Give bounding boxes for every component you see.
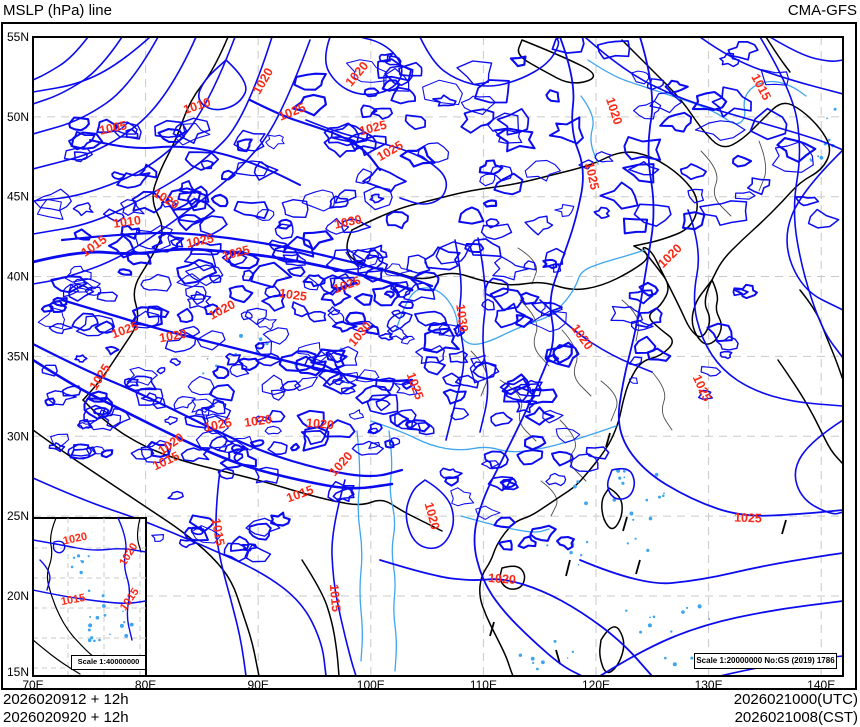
svg-text:35N: 35N xyxy=(7,349,29,363)
map-frame xyxy=(32,36,844,677)
svg-text:30N: 30N xyxy=(7,429,29,443)
svg-text:140E: 140E xyxy=(807,678,835,692)
svg-text:1020: 1020 xyxy=(306,416,335,432)
svg-text:20N: 20N xyxy=(7,589,29,603)
island-dots xyxy=(202,107,837,671)
svg-text:90E: 90E xyxy=(248,678,269,692)
svg-text:110E: 110E xyxy=(470,678,497,692)
svg-text:1025: 1025 xyxy=(278,286,308,304)
svg-text:45N: 45N xyxy=(7,190,29,204)
svg-text:130E: 130E xyxy=(695,678,723,692)
init-time-cst: 2026020920 + 12h xyxy=(3,709,129,726)
valid-time-utc: 2026021000(UTC) xyxy=(733,691,858,708)
svg-text:40N: 40N xyxy=(7,270,29,284)
svg-text:1025: 1025 xyxy=(221,243,252,264)
page-title: MSLP (hPa) line xyxy=(3,2,112,19)
svg-text:1025: 1025 xyxy=(582,161,601,191)
svg-text:1020: 1020 xyxy=(488,571,517,587)
svg-text:1020: 1020 xyxy=(422,501,443,532)
svg-text:1010: 1010 xyxy=(112,213,142,231)
valid-time-cst: 2026021008(CST) xyxy=(734,709,858,726)
svg-text:1005: 1005 xyxy=(98,118,128,137)
svg-text:1030: 1030 xyxy=(333,212,363,231)
svg-text:55N: 55N xyxy=(7,30,29,44)
svg-text:50N: 50N xyxy=(7,110,29,124)
isobar-contours xyxy=(33,37,843,676)
svg-text:1015: 1015 xyxy=(60,592,86,608)
inset-scale-label: Scale 1:40000000 xyxy=(71,655,146,670)
svg-text:100E: 100E xyxy=(357,678,385,692)
svg-text:25N: 25N xyxy=(7,509,29,523)
svg-text:1025: 1025 xyxy=(185,231,215,250)
svg-text:1020: 1020 xyxy=(243,412,273,430)
map-scale-label: Scale 1:20000000 No:GS (2019) 1786 xyxy=(694,653,837,669)
province-borders xyxy=(470,140,767,517)
svg-text:1030: 1030 xyxy=(453,303,471,333)
svg-text:1025: 1025 xyxy=(358,118,389,139)
svg-text:15N: 15N xyxy=(7,665,29,679)
init-time-utc: 2026020912 + 12h xyxy=(3,691,129,708)
svg-text:70E: 70E xyxy=(22,678,43,692)
map-layers: 1005 1010 1020 1025 1020 1025 1025 1020 1015 1025… xyxy=(33,37,843,676)
svg-text:1015: 1015 xyxy=(209,517,228,547)
svg-text:1015: 1015 xyxy=(327,584,343,613)
svg-text:120E: 120E xyxy=(582,678,610,692)
model-name: CMA-GFS xyxy=(787,2,857,19)
svg-text:1025: 1025 xyxy=(203,415,233,434)
graticule-grid xyxy=(33,37,843,676)
svg-text:1025: 1025 xyxy=(734,511,762,526)
svg-text:1020: 1020 xyxy=(158,327,188,346)
svg-text:80E: 80E xyxy=(135,678,156,692)
svg-text:1020: 1020 xyxy=(62,531,88,548)
